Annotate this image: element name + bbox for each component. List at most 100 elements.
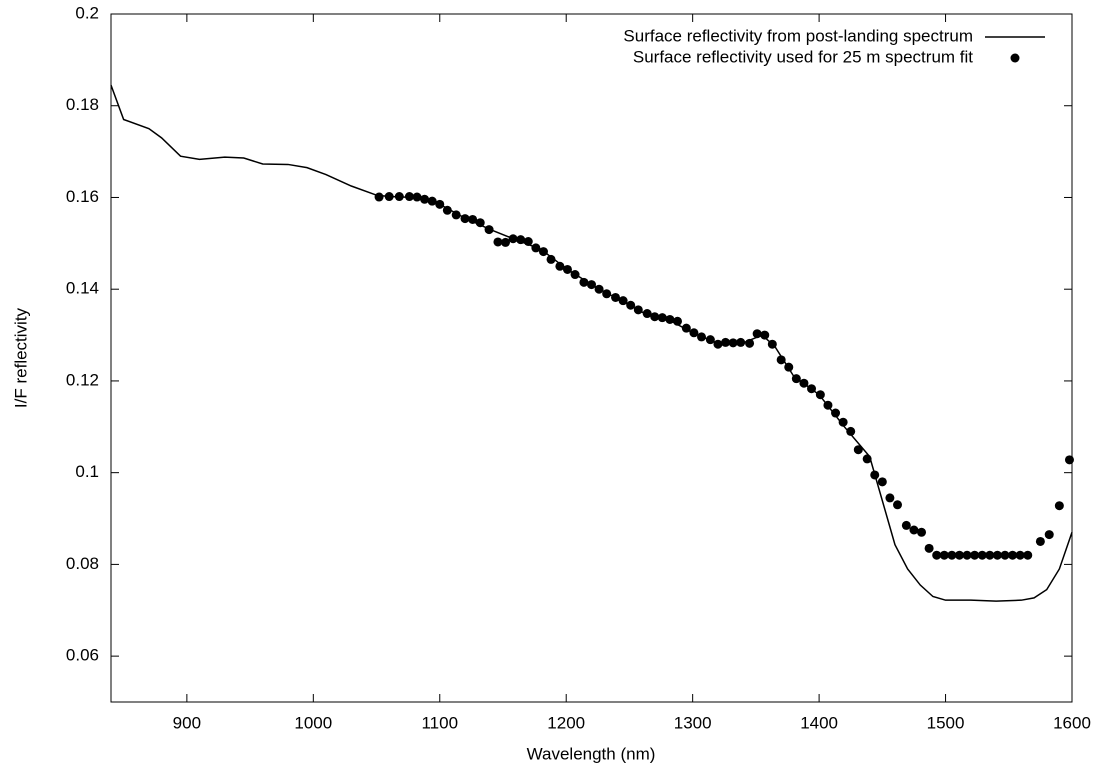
x-tick-label: 1500 [927, 713, 965, 732]
data-point [493, 237, 503, 247]
data-point [924, 543, 934, 553]
data-point [752, 329, 762, 339]
x-tick-label: 1000 [294, 713, 332, 732]
data-point [985, 550, 995, 560]
data-point [516, 235, 526, 245]
data-point [992, 550, 1002, 560]
y-tick-label: 0.18 [66, 95, 99, 114]
data-point [901, 520, 911, 530]
data-point [823, 400, 833, 410]
data-point [562, 264, 572, 274]
data-point [555, 261, 565, 271]
data-point [697, 332, 707, 342]
data-point [475, 218, 485, 228]
data-point [977, 550, 987, 560]
data-point [1000, 550, 1010, 560]
data-point [909, 525, 919, 535]
data-point [745, 338, 755, 348]
data-point [602, 289, 612, 299]
data-point [570, 270, 580, 280]
x-tick-label: 1300 [674, 713, 712, 732]
x-tick-label: 900 [173, 713, 201, 732]
data-point [846, 426, 856, 436]
data-point [689, 328, 699, 338]
data-point [1015, 550, 1025, 560]
data-point [807, 384, 817, 394]
data-point [885, 493, 895, 503]
data-point [531, 243, 541, 253]
data-point [791, 374, 801, 384]
data-point [962, 550, 972, 560]
y-tick-label: 0.14 [66, 279, 99, 298]
data-point [508, 234, 518, 244]
data-point [776, 355, 786, 365]
data-point [633, 305, 643, 315]
data-point [442, 205, 452, 215]
data-point [642, 309, 652, 319]
data-point [932, 550, 942, 560]
data-point [435, 199, 445, 209]
data-point [587, 280, 596, 290]
data-point [618, 296, 628, 306]
data-point [394, 192, 404, 202]
data-point [484, 225, 494, 235]
data-point [412, 192, 422, 202]
legend-swatch [1010, 53, 1020, 63]
data-point [831, 408, 841, 418]
y-tick-label: 0.2 [75, 3, 99, 22]
data-point [1023, 550, 1033, 560]
data-point [853, 445, 863, 455]
data-point [1054, 501, 1064, 511]
x-tick-label: 1600 [1053, 713, 1091, 732]
data-point [1035, 536, 1045, 546]
data-point [665, 314, 675, 324]
data-point [736, 337, 746, 347]
data-point [877, 477, 887, 487]
data-point [954, 550, 964, 560]
data-point [1064, 455, 1074, 465]
data-point [705, 335, 715, 345]
data-point [893, 500, 903, 510]
data-point [501, 237, 511, 247]
data-point [713, 339, 723, 349]
y-axis-label: I/F reflectivity [11, 307, 30, 408]
data-point [1044, 530, 1054, 540]
data-point [838, 417, 848, 427]
data-point [523, 236, 533, 246]
data-point [384, 192, 394, 202]
data-line [110, 84, 1073, 602]
data-point [611, 292, 621, 302]
x-tick-label: 1200 [547, 713, 585, 732]
data-point [939, 550, 949, 560]
data-point [721, 337, 731, 347]
data-point [815, 390, 825, 400]
data-point [799, 378, 809, 388]
data-point [862, 454, 872, 464]
data-point [650, 312, 660, 322]
legend-label: Surface reflectivity from post-landing s… [623, 26, 973, 45]
data-point [784, 362, 794, 372]
data-point [917, 527, 927, 537]
y-tick-label: 0.1 [75, 462, 99, 481]
data-point [546, 254, 556, 264]
data-point [594, 284, 604, 294]
data-point [728, 338, 738, 348]
data-point [626, 300, 636, 310]
data-point [427, 196, 437, 206]
data-point [947, 550, 957, 560]
data-point [468, 214, 478, 224]
data-point [404, 192, 414, 202]
x-tick-label: 1100 [421, 713, 458, 732]
x-tick-label: 1400 [800, 713, 838, 732]
data-point [538, 247, 548, 257]
data-point [451, 210, 461, 220]
y-tick-label: 0.12 [66, 370, 99, 389]
data-point [767, 339, 777, 349]
y-tick-label: 0.08 [66, 554, 99, 573]
data-point [870, 470, 880, 480]
data-point [760, 330, 770, 340]
data-point [420, 194, 430, 204]
x-axis-label: Wavelength (nm) [527, 744, 656, 763]
data-point [672, 316, 682, 326]
legend-label: Surface reflectivity used for 25 m spect… [633, 47, 973, 66]
